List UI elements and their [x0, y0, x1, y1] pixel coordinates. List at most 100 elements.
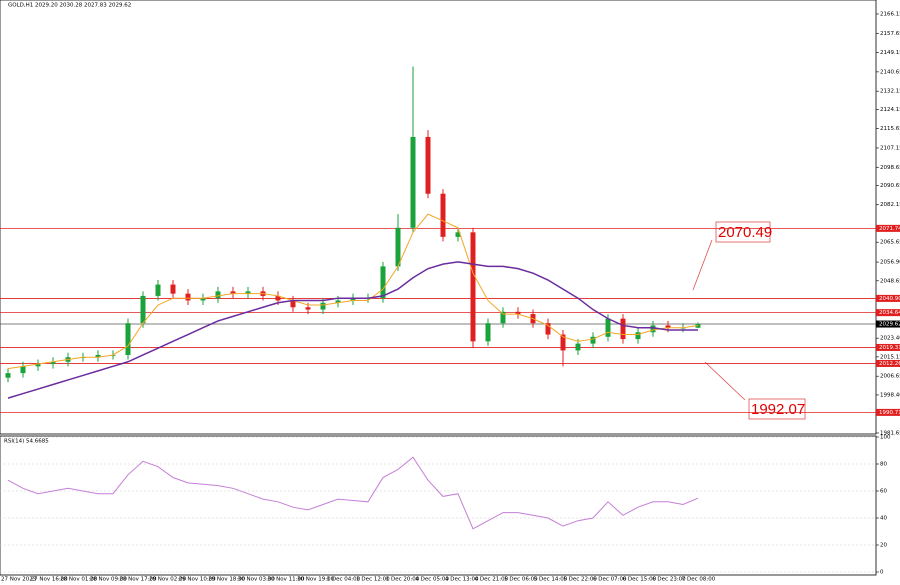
candle-body — [215, 291, 221, 299]
candle-body — [95, 354, 101, 358]
candle-body — [155, 284, 161, 296]
y-tick-label: 0 — [880, 570, 884, 576]
annotation-arrow — [704, 361, 746, 401]
y-tick-label: 2015.15 — [880, 354, 900, 360]
chart-title: GOLD,H1 2029.20 2030.28 2027.83 2029.62 — [8, 3, 131, 9]
candle-body — [200, 298, 206, 301]
candle-body — [665, 325, 671, 328]
y-tick-label: 2157.65 — [880, 31, 900, 37]
candle-body — [140, 295, 146, 324]
x-tick-label: 5 Dec 22:00 — [563, 577, 597, 583]
annotation: 1992.07 — [751, 401, 805, 418]
candle-body — [395, 227, 401, 267]
x-tick-label: 29 Nov 02:00 — [149, 577, 187, 583]
y-tick-label: 2056.90 — [880, 260, 900, 266]
moving-average — [7, 261, 698, 399]
level-label: 2012.26 — [879, 361, 900, 367]
candle-body — [575, 343, 581, 351]
level-label: 2019.31 — [879, 345, 900, 351]
candle-body — [650, 325, 656, 333]
candle-body — [410, 136, 416, 228]
candle-body — [590, 336, 596, 344]
candle-body — [485, 323, 491, 342]
x-tick-label: 27 Nov 16:00 — [31, 577, 69, 583]
y-tick-label: 1998.40 — [880, 392, 900, 398]
x-tick-label: 28 Nov 09:00 — [90, 577, 128, 583]
x-tick-label: 5 Dec 06:00 — [504, 577, 538, 583]
y-tick-label: 2090.65 — [880, 183, 900, 189]
rsi-line — [7, 456, 699, 530]
x-tick-label: 6 Dec 07:00 — [593, 577, 627, 583]
annotation-box — [748, 398, 806, 420]
candle-body — [125, 323, 131, 355]
candle-body — [305, 307, 311, 310]
y-tick-label: 2082.15 — [880, 202, 900, 208]
candle-body — [275, 295, 281, 301]
level-label: 2040.90 — [879, 296, 900, 302]
annotation: 2070.49 — [718, 224, 772, 241]
candle-body — [290, 300, 296, 308]
y-tick-label: 2048.65 — [880, 278, 900, 284]
candle-body — [50, 361, 56, 365]
candle-body — [545, 323, 551, 335]
y-tick-label: 2124.15 — [880, 107, 900, 113]
level-tag — [876, 359, 900, 367]
level-tag — [876, 408, 900, 416]
candle-body — [440, 193, 446, 237]
x-tick-label: 29 Nov 10:00 — [179, 577, 217, 583]
level-tag — [876, 343, 900, 351]
x-tick-label: 1 Dec 04:00 — [327, 577, 361, 583]
x-tick-label: 28 Nov 01:00 — [60, 577, 98, 583]
moving-average — [7, 213, 699, 370]
candle-body — [455, 232, 461, 237]
x-tick-label: 28 Nov 17:00 — [119, 577, 157, 583]
candle-body — [560, 334, 566, 351]
level-label: 2071.74 — [879, 226, 900, 232]
y-tick-label: 2065.65 — [880, 240, 900, 246]
candle-body — [5, 373, 11, 378]
x-tick-label: 29 Nov 18:00 — [208, 577, 246, 583]
candle-body — [470, 232, 476, 342]
candle-body — [185, 293, 191, 301]
candle-body — [500, 311, 506, 324]
annotation-arrow — [692, 239, 713, 291]
y-tick-label: 2132.15 — [880, 89, 900, 95]
y-tick-label: 2149.15 — [880, 50, 900, 56]
y-tick-label: 2006.65 — [880, 374, 900, 380]
y-tick-label: 2140.65 — [880, 69, 900, 75]
level-label: 1990.71 — [879, 410, 900, 416]
level-tag — [876, 224, 900, 232]
level-label: 2034.64 — [879, 310, 900, 316]
candle-body — [170, 284, 176, 294]
y-tick-label: 60 — [880, 489, 887, 495]
candle-body — [515, 311, 521, 315]
rsi-panel — [0, 435, 877, 576]
y-tick-label: 80 — [880, 462, 887, 468]
x-tick-label: 1 Dec 20:00 — [386, 577, 420, 583]
candle-body — [350, 298, 356, 301]
candle-body — [425, 136, 431, 194]
candle-body — [605, 318, 611, 337]
x-tick-label: 30 Nov 11:00 — [267, 577, 305, 583]
candle-body — [620, 318, 626, 340]
candle-body — [245, 291, 251, 294]
current-price-tag — [876, 320, 900, 328]
x-tick-label: 1 Dec 12:00 — [356, 577, 390, 583]
candle-body — [20, 366, 26, 374]
x-tick-label: 5 Dec 14:00 — [534, 577, 568, 583]
x-tick-label: 30 Nov 19:00 — [297, 577, 335, 583]
candle-body — [230, 291, 236, 294]
x-tick-label: 6 Dec 15:00 — [623, 577, 657, 583]
candle-body — [320, 302, 326, 310]
x-tick-label: 4 Dec 21:00 — [475, 577, 509, 583]
annotation-box — [715, 221, 771, 243]
rsi-title: RSI(14) 54.6685 — [4, 439, 49, 445]
level-tag — [876, 294, 900, 302]
candle-body — [380, 266, 386, 299]
x-tick-label: 7 Dec 08:00 — [682, 577, 716, 583]
current-price-label: 2029.62 — [879, 322, 900, 328]
candle-body — [635, 332, 641, 340]
y-tick-label: 2166.15 — [880, 11, 900, 17]
price-panel — [0, 0, 877, 435]
